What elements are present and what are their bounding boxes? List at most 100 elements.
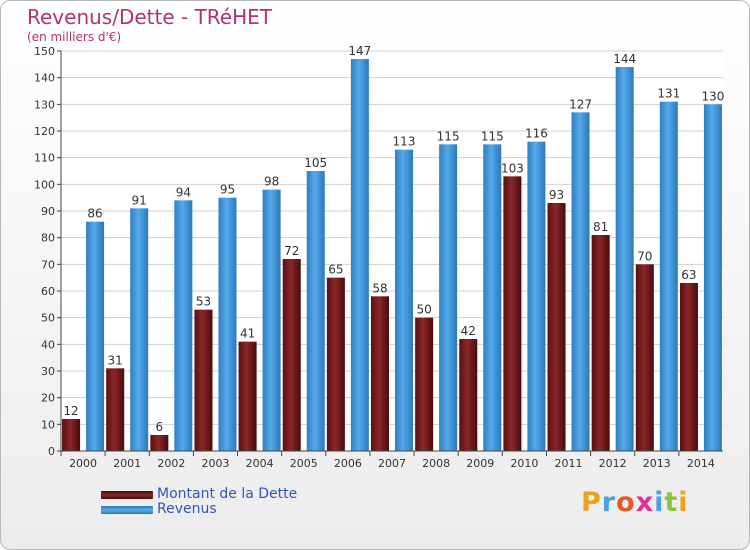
bar-dette — [635, 264, 654, 451]
data-label-dette: 65 — [328, 263, 343, 277]
y-tick-label: 150 — [34, 45, 55, 58]
data-label-dette: 6 — [156, 420, 164, 434]
y-tick-label: 0 — [48, 445, 55, 458]
data-label-revenus: 105 — [304, 156, 327, 170]
y-tick-label: 60 — [41, 285, 55, 298]
legend-swatch-dette — [101, 491, 153, 499]
data-label-dette: 72 — [284, 244, 299, 258]
logo-letter: P — [581, 487, 602, 518]
data-label-revenus: 86 — [87, 207, 102, 221]
data-label-revenus: 130 — [701, 89, 724, 103]
bar-dette — [106, 368, 125, 451]
bar-dette — [415, 317, 434, 451]
bars-layer — [62, 59, 722, 452]
bar-dette — [371, 296, 389, 451]
y-tick-label: 140 — [34, 72, 55, 85]
y-tick-label: 10 — [41, 418, 55, 431]
x-tick-label: 2007 — [378, 457, 406, 470]
y-tick-label: 50 — [41, 312, 55, 325]
data-label-dette: 12 — [63, 404, 78, 418]
data-label-revenus: 91 — [132, 193, 147, 207]
bar-revenus — [130, 208, 149, 451]
chart-title: Revenus/Dette - TRéHET — [27, 5, 272, 29]
data-label-revenus: 95 — [220, 183, 235, 197]
bar-dette — [679, 283, 698, 451]
data-label-revenus: 94 — [176, 185, 191, 199]
legend-swatch-revenus — [101, 506, 153, 514]
data-label-dette: 93 — [549, 188, 564, 202]
x-tick-label: 2004 — [246, 457, 274, 470]
bar-revenus — [262, 189, 281, 451]
data-label-revenus: 113 — [393, 135, 416, 149]
y-tick-label: 40 — [41, 338, 55, 351]
logo-letter: i — [678, 487, 689, 518]
x-tick-label: 2009 — [466, 457, 494, 470]
bar-dette — [194, 309, 213, 451]
data-label-revenus: 127 — [569, 97, 592, 111]
x-tick-label: 2008 — [422, 457, 450, 470]
labels-layer: 12 86 31 91 6 94 53 95 41 98 72 105 65 147 58 113 50 115 4… — [63, 44, 724, 434]
logo-letter: o — [616, 487, 636, 518]
x-tick-label: 2003 — [201, 457, 229, 470]
bar-revenus — [174, 200, 193, 451]
bar-revenus — [703, 104, 722, 451]
bar-revenus — [571, 112, 590, 451]
data-label-revenus: 116 — [525, 127, 548, 141]
data-label-dette: 63 — [681, 268, 696, 282]
bar-revenus — [350, 59, 369, 451]
logo-letter: x — [635, 487, 655, 518]
x-tick-label: 2002 — [157, 457, 185, 470]
bar-revenus — [306, 171, 325, 451]
plot-area — [61, 51, 723, 451]
legend-label-revenus: Revenus — [157, 501, 217, 517]
y-tick-label: 130 — [34, 98, 55, 111]
y-tick-label: 90 — [41, 205, 55, 218]
bar-dette — [547, 203, 566, 451]
y-tick-label: 120 — [34, 125, 55, 138]
y-tick-label: 80 — [41, 232, 55, 245]
y-tick-label: 70 — [41, 258, 55, 271]
y-tick-label: 110 — [34, 152, 55, 165]
logo-letter: i — [654, 487, 665, 518]
data-label-dette: 58 — [372, 281, 387, 295]
bar-dette — [238, 341, 257, 451]
y-tick-label: 20 — [41, 392, 55, 405]
bar-dette — [150, 435, 169, 451]
x-tick-label: 2014 — [687, 457, 715, 470]
bar-revenus — [615, 67, 634, 451]
data-label-dette: 42 — [461, 324, 476, 338]
data-label-dette: 50 — [416, 303, 431, 317]
bar-dette — [326, 277, 345, 451]
bar-revenus — [218, 197, 237, 451]
bar-revenus — [86, 221, 105, 451]
data-label-revenus: 147 — [348, 44, 371, 58]
bar-revenus — [395, 149, 413, 451]
x-tick-label: 2001 — [113, 457, 141, 470]
data-label-revenus: 115 — [481, 129, 504, 143]
bar-dette — [591, 235, 610, 451]
y-tick-label: 100 — [34, 178, 55, 191]
bar-revenus — [483, 144, 502, 452]
bar-revenus — [439, 144, 458, 452]
x-tick-label: 2011 — [555, 457, 583, 470]
grid-layer — [61, 50, 723, 452]
data-label-dette: 31 — [108, 353, 123, 367]
bar-revenus — [527, 141, 546, 451]
data-label-revenus: 144 — [613, 52, 636, 66]
logo-letter: t — [664, 487, 679, 518]
data-label-dette: 70 — [637, 249, 652, 263]
data-label-dette: 53 — [196, 295, 211, 309]
x-tick-label: 2000 — [69, 457, 97, 470]
axis-layer: 0 10 20 30 40 50 60 70 80 90 100 110 120 130 140 150 200… — [34, 45, 723, 470]
bar-revenus — [659, 101, 678, 452]
x-tick-label: 2010 — [510, 457, 538, 470]
x-tick-label: 2012 — [599, 457, 627, 470]
bar-dette — [62, 419, 81, 451]
bar-dette — [503, 176, 522, 452]
x-tick-label: 2013 — [643, 457, 671, 470]
data-label-revenus: 131 — [657, 87, 680, 101]
logo-letter: r — [601, 487, 617, 518]
legend-label-dette: Montant de la Dette — [157, 486, 298, 502]
